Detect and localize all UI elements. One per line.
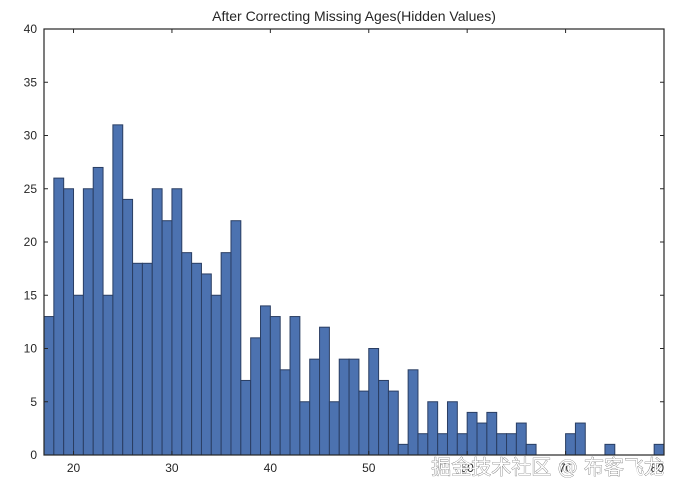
histogram-bar bbox=[92, 166, 104, 456]
histogram-bar bbox=[565, 433, 576, 456]
y-tick-label: 0 bbox=[30, 448, 37, 462]
histogram-bar bbox=[653, 443, 665, 456]
y-tick-label: 35 bbox=[24, 75, 38, 89]
x-tick-label: 80 bbox=[651, 461, 665, 475]
histogram-bar bbox=[43, 316, 55, 456]
histogram-bar bbox=[200, 273, 212, 456]
chart-title: After Correcting Missing Ages(Hidden Val… bbox=[212, 8, 496, 24]
histogram-bar bbox=[427, 401, 439, 456]
histogram-bar bbox=[102, 294, 114, 456]
histogram-bar bbox=[240, 379, 252, 456]
histogram-bar bbox=[338, 358, 350, 456]
y-tick-label: 40 bbox=[24, 22, 38, 36]
histogram-bar bbox=[486, 411, 498, 456]
histogram-bar bbox=[82, 188, 94, 456]
histogram-bar bbox=[181, 252, 193, 456]
x-tick-label: 50 bbox=[362, 461, 376, 475]
histogram-bar bbox=[230, 220, 242, 456]
plot-frame bbox=[43, 28, 665, 456]
histogram-bar bbox=[506, 433, 517, 456]
watermark: 掘金技术社区 @ 布客飞龙 bbox=[431, 455, 664, 479]
histogram-bar bbox=[368, 348, 380, 456]
y-tick-label: 5 bbox=[30, 395, 37, 409]
histogram-bar bbox=[161, 220, 173, 456]
histogram-bar bbox=[260, 305, 271, 456]
histogram-bar bbox=[171, 188, 183, 456]
histogram-bar bbox=[574, 422, 586, 456]
histogram-bar bbox=[269, 316, 281, 456]
histogram-bar bbox=[437, 433, 448, 456]
histogram-bar bbox=[53, 177, 65, 456]
histogram-bar bbox=[387, 390, 399, 456]
histogram-bar bbox=[63, 188, 75, 456]
y-tick-label: 30 bbox=[24, 129, 38, 143]
x-tick-label: 40 bbox=[264, 461, 278, 475]
histogram-bar bbox=[319, 326, 330, 456]
x-tick-label: 30 bbox=[165, 461, 179, 475]
histogram-bar bbox=[456, 433, 468, 456]
x-axis-ticks: 20 30 40 50 60 70 80 bbox=[67, 29, 665, 475]
histogram-bar bbox=[191, 262, 202, 456]
histogram-bar bbox=[417, 433, 429, 456]
x-tick-label: 70 bbox=[559, 461, 573, 475]
x-tick-label: 20 bbox=[67, 461, 81, 475]
histogram-bar bbox=[289, 316, 301, 456]
y-axis-ticks: 0 5 10 15 20 25 30 35 40 bbox=[24, 22, 664, 462]
histogram-bar bbox=[73, 294, 84, 456]
y-tick-label: 10 bbox=[24, 342, 38, 356]
y-tick-label: 15 bbox=[24, 288, 38, 302]
y-tick-label: 20 bbox=[24, 235, 38, 249]
histogram-bar bbox=[466, 411, 478, 456]
histogram-bar bbox=[348, 358, 360, 456]
histogram-bar bbox=[407, 369, 419, 456]
histogram-bar bbox=[309, 358, 321, 456]
y-tick-label: 25 bbox=[24, 182, 38, 196]
bars-group bbox=[43, 124, 665, 456]
histogram-bar bbox=[496, 433, 508, 456]
histogram-bar bbox=[220, 252, 232, 456]
histogram-bar bbox=[604, 443, 616, 456]
histogram-bar bbox=[299, 401, 311, 456]
histogram-bar bbox=[378, 379, 389, 456]
histogram-bar bbox=[476, 422, 488, 456]
histogram-bar bbox=[446, 401, 458, 456]
histogram-bar bbox=[141, 262, 153, 456]
histogram-bar bbox=[515, 422, 527, 456]
histogram-bar bbox=[210, 294, 222, 456]
histogram-bar bbox=[397, 443, 409, 456]
histogram-bar bbox=[279, 369, 291, 456]
histogram-bar bbox=[151, 188, 163, 456]
histogram-bar bbox=[132, 262, 143, 456]
x-tick-label: 60 bbox=[460, 461, 474, 475]
histogram-bar bbox=[122, 198, 134, 456]
histogram-bar bbox=[328, 401, 340, 456]
histogram-bar bbox=[525, 443, 537, 456]
histogram-bar bbox=[250, 337, 262, 456]
histogram-bar bbox=[112, 124, 124, 456]
histogram-bar bbox=[358, 390, 370, 456]
